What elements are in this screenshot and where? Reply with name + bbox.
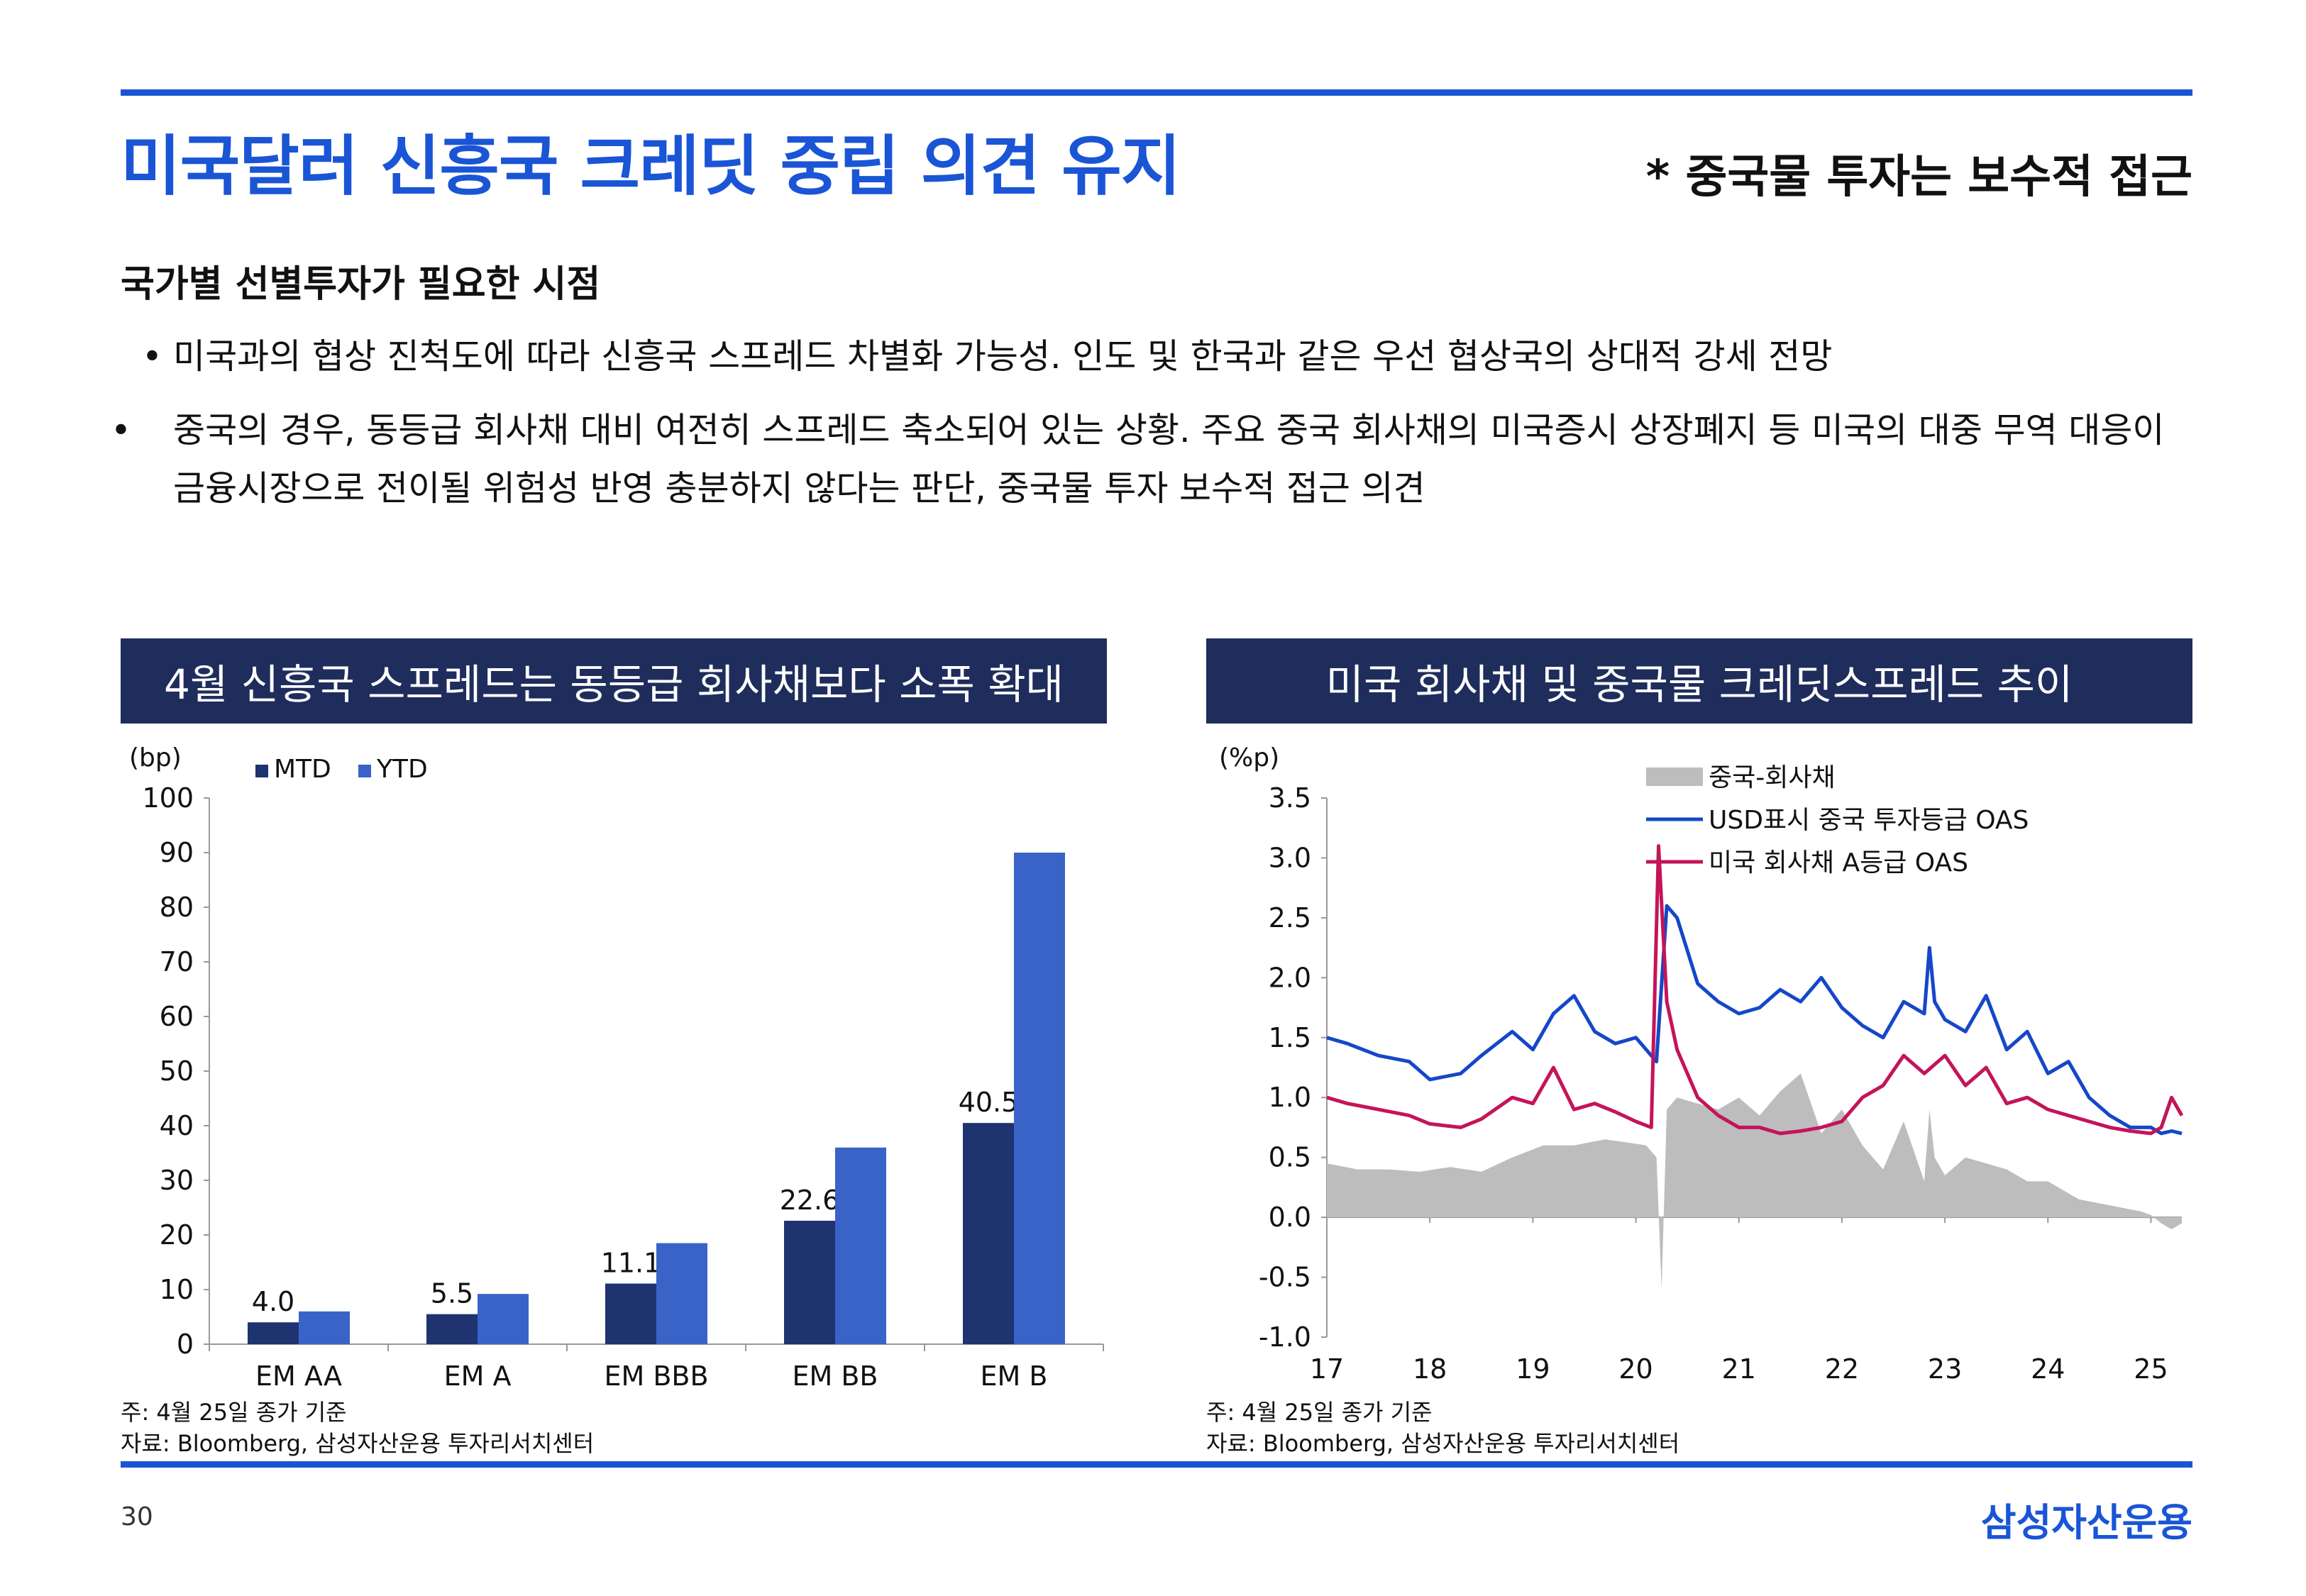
bar-mtd-2: [605, 1283, 656, 1344]
legend-label: 미국 회사채 A등급 OAS: [1709, 848, 1968, 877]
right-chart-source: 자료: Bloomberg, 삼성자산운용 투자리서치센터: [1206, 1430, 1680, 1457]
x-tick-label: 24: [2031, 1353, 2065, 1385]
bullet-item-1: • 미국과의 협상 진척도에 따라 신흥국 스프레드 차별화 가능성. 인도 및 …: [142, 328, 2171, 386]
y-tick-label: 1.0: [1269, 1082, 1311, 1113]
y-tick-label: 40: [160, 1110, 194, 1141]
page-subtitle: * 중국물 투자는 보수적 접근: [1645, 151, 2192, 204]
section-heading: 국가별 선별투자가 필요한 시점: [121, 263, 601, 306]
bar-data-label: 11.1: [601, 1248, 661, 1279]
legend-label: 중국-회사채: [1709, 763, 1836, 792]
line-chart: (%p) -1.0 -0.5 0.0 0.5 1.0 1.5 2.0 2.5 3.0 3.5 17 18…: [1219, 743, 2184, 1385]
legend-swatch: [255, 765, 268, 777]
y-axis-unit-label: (%p): [1219, 743, 1279, 772]
bar-data-label: 4.0: [252, 1286, 294, 1317]
bullet-item-2: • 중국의 경우, 동등급 회사채 대비 여전히 스프레드 축소되어 있는 상황.…: [111, 401, 2202, 518]
page-title: 미국달러 신흥국 크레딧 중립 의견 유지: [121, 128, 1181, 204]
legend-swatch: [1646, 767, 1703, 786]
bar-ytd-2: [656, 1243, 707, 1344]
y-tick-label: 1.5: [1269, 1022, 1311, 1053]
y-tick-label: -1.0: [1259, 1321, 1311, 1353]
x-tick-label: EM BB: [792, 1361, 878, 1392]
y-tick-label: 10: [160, 1274, 194, 1305]
series-area-china-spread: [1327, 1073, 2182, 1290]
bullet-text: 중국의 경우, 동등급 회사채 대비 여전히 스프레드 축소되어 있는 상황. …: [173, 410, 2165, 509]
x-tick-label: 25: [2134, 1353, 2168, 1385]
bar-mtd-1: [426, 1314, 478, 1344]
header-rule: [121, 89, 2192, 96]
y-tick-label: 20: [160, 1219, 194, 1251]
x-tick-label: EM B: [981, 1361, 1048, 1392]
x-tick-label: 21: [1722, 1353, 1756, 1385]
bar-ytd-1: [478, 1294, 529, 1344]
y-tick-label: 2.0: [1269, 962, 1311, 993]
y-tick-label: 3.0: [1269, 842, 1311, 873]
y-tick-label: 0: [177, 1329, 194, 1360]
y-tick-label: 70: [160, 946, 194, 977]
x-tick-label: EM A: [444, 1361, 512, 1392]
series-line-us-a-oas: [1326, 844, 2184, 1136]
legend-label: MTD: [274, 755, 331, 784]
bar-mtd-0: [248, 1322, 299, 1344]
x-tick-label: 23: [1928, 1353, 1962, 1385]
y-tick-label: 0.5: [1269, 1142, 1311, 1173]
bar-chart: (bp) MTD YTD 0 10 20 30 40 50 60 70 80 90 100 EM AA 4.0…: [129, 743, 1104, 1392]
left-chart-source: 자료: Bloomberg, 삼성자산운용 투자리서치센터: [121, 1430, 595, 1457]
bullet-dot-icon: •: [111, 410, 131, 450]
footer-rule: [121, 1461, 2192, 1468]
bar-ytd-3: [835, 1147, 886, 1344]
legend-label: YTD: [376, 755, 428, 784]
y-tick-label: -0.5: [1259, 1262, 1311, 1293]
bar-data-label: 5.5: [431, 1278, 473, 1309]
y-tick-label: 90: [160, 837, 194, 868]
y-tick-label: 50: [160, 1055, 194, 1087]
bar-data-label: 22.6: [780, 1185, 840, 1216]
bullet-dot-icon: •: [142, 336, 162, 377]
right-chart-note: 주: 4월 25일 종가 기준: [1206, 1399, 1433, 1426]
page-number: 30: [121, 1502, 153, 1531]
x-tick-label: 18: [1413, 1353, 1447, 1385]
x-tick-label: 20: [1618, 1353, 1653, 1385]
x-tick-label: EM BBB: [604, 1361, 708, 1392]
y-tick-label: 60: [160, 1001, 194, 1032]
x-tick-label: EM AA: [255, 1361, 342, 1392]
series-line-china-ig-oas: [1326, 904, 2183, 1136]
legend-swatch: [358, 765, 371, 777]
left-chart-note: 주: 4월 25일 종가 기준: [121, 1399, 347, 1426]
y-tick-label: 100: [142, 782, 194, 814]
y-tick-label: 0.0: [1269, 1202, 1311, 1233]
right-chart-title: 미국 회사채 및 중국물 크레딧스프레드 추이: [1206, 638, 2192, 724]
bar-ytd-0: [299, 1311, 350, 1344]
bar-mtd-3: [784, 1220, 835, 1344]
x-tick-label: 22: [1825, 1353, 1859, 1385]
bullet-text: 미국과의 협상 진척도에 따라 신흥국 스프레드 차별화 가능성. 인도 및 한…: [173, 336, 1833, 377]
bar-mtd-4: [963, 1123, 1014, 1344]
x-tick-label: 17: [1310, 1353, 1344, 1385]
y-axis-unit-label: (bp): [129, 743, 182, 772]
y-tick-label: 2.5: [1269, 902, 1311, 933]
y-tick-label: 80: [160, 892, 194, 923]
left-chart-title: 4월 신흥국 스프레드는 동등급 회사채보다 소폭 확대: [121, 638, 1107, 724]
bar-ytd-4: [1014, 853, 1065, 1344]
y-tick-label: 30: [160, 1165, 194, 1196]
company-logo: 삼성자산운용: [1980, 1500, 2192, 1545]
x-tick-label: 19: [1516, 1353, 1550, 1385]
bar-data-label: 40.5: [959, 1087, 1019, 1118]
legend-label: USD표시 중국 투자등급 OAS: [1709, 806, 2029, 835]
y-tick-label: 3.5: [1269, 782, 1311, 814]
